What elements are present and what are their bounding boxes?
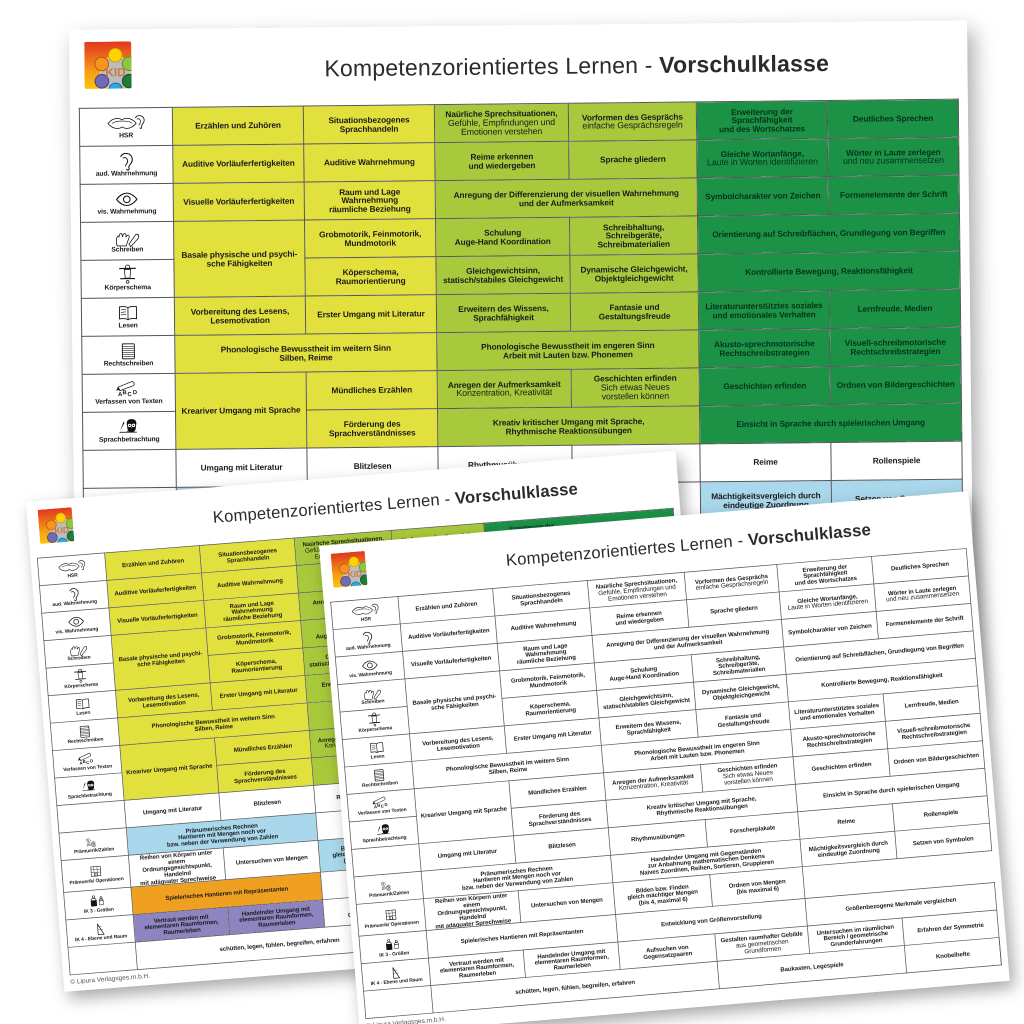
svg-text:B: B [377, 803, 380, 808]
svg-text:A: A [79, 760, 82, 765]
svg-text:D: D [133, 390, 137, 396]
svg-text:B: B [82, 759, 85, 764]
svg-text:KID: KID [347, 568, 362, 579]
svg-text:B: B [123, 390, 127, 396]
svg-text:3: 3 [91, 840, 96, 849]
svg-text:A: A [374, 804, 377, 809]
svg-text:D: D [90, 758, 93, 763]
svg-text:KID: KID [54, 525, 69, 536]
svg-text:KID: KID [105, 66, 125, 79]
svg-text:C: C [381, 804, 384, 809]
svg-text:D: D [384, 802, 387, 807]
svg-text:C: C [86, 760, 89, 765]
svg-text:Kompetenzorientiert: Kompetenzorientiert [341, 587, 368, 588]
svg-text:C: C [127, 392, 132, 398]
svg-text:3: 3 [386, 883, 391, 892]
